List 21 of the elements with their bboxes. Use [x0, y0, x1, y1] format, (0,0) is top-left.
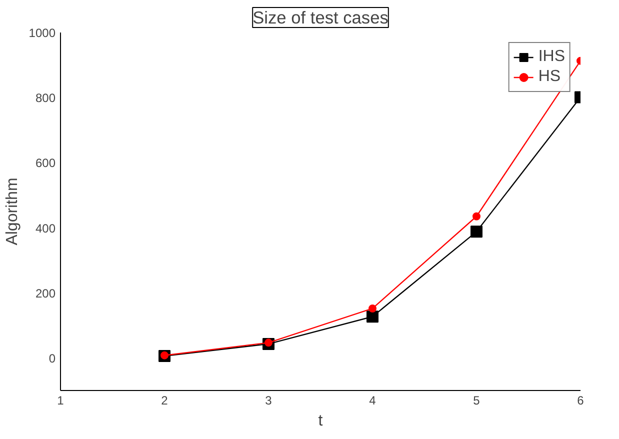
- x-tick-label: 4: [369, 394, 376, 408]
- point: [368, 304, 376, 312]
- y-axis-title: Algorithm: [4, 178, 21, 246]
- x-tick-label: 6: [577, 394, 584, 408]
- x-tick-label: 2: [161, 394, 168, 408]
- x-tick-label: 5: [473, 394, 480, 408]
- point: [470, 226, 482, 238]
- legend-label: HS: [538, 68, 561, 86]
- x-tick-label: 3: [265, 394, 272, 408]
- point: [366, 310, 378, 323]
- x-axis-title: t: [318, 412, 324, 430]
- legend-label: IHS: [538, 48, 565, 66]
- y-tick-label: 800: [35, 91, 56, 106]
- point: [472, 212, 480, 220]
- x-tick-label: 1: [57, 394, 64, 408]
- y-tick-label: 1000: [28, 26, 56, 40]
- y-tick-label: 200: [35, 286, 56, 300]
- y-tick-label: 0: [48, 351, 56, 366]
- chart-title: Size of test cases: [252, 8, 389, 28]
- y-tick-label: 600: [35, 156, 56, 170]
- y-tick-label: 400: [35, 221, 56, 236]
